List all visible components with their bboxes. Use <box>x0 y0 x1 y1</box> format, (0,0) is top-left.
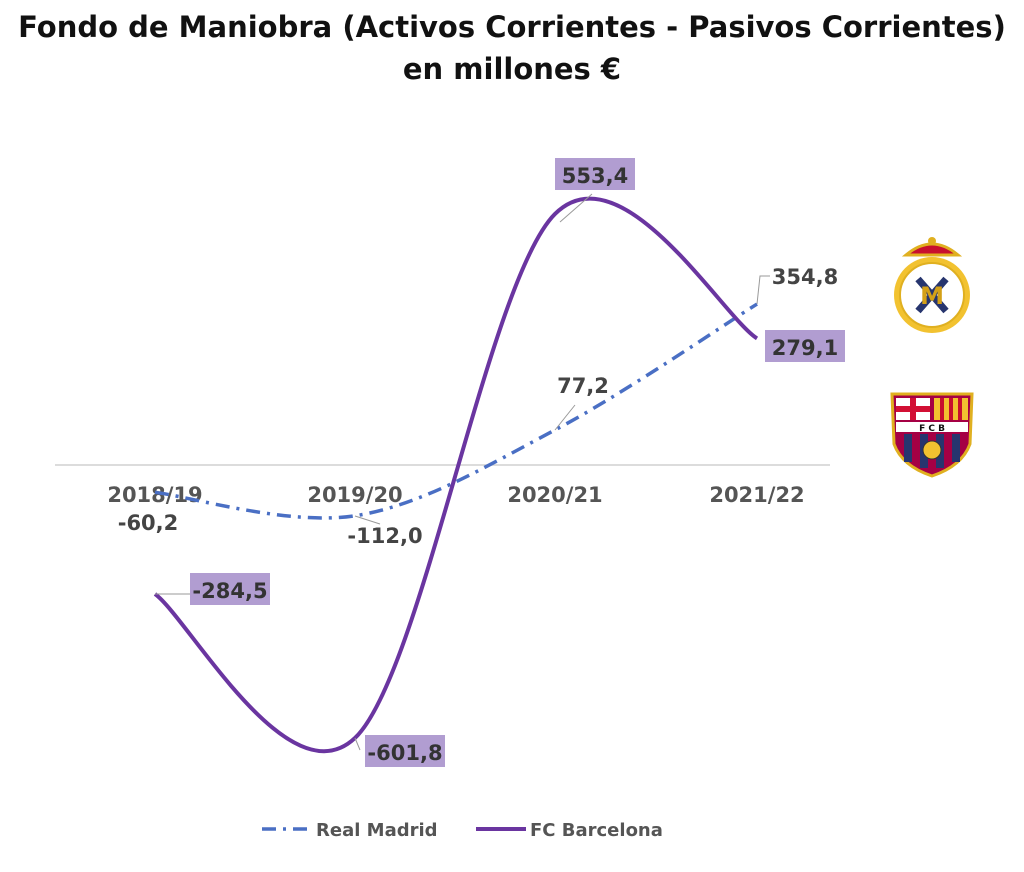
fc-barcelona-logo: F C B <box>890 392 974 478</box>
real-madrid-data-label: 77,2 <box>557 374 609 398</box>
leader-line <box>354 737 361 751</box>
fc-barcelona-data-label: -601,8 <box>367 741 442 765</box>
fc-barcelona-data-label: 279,1 <box>772 336 838 360</box>
real-madrid-line <box>154 302 758 520</box>
fc-barcelona-label-box <box>555 158 635 190</box>
chart-title: Fondo de Maniobra (Activos Corrientes - … <box>18 10 1006 44</box>
fc-barcelona-data-label: -284,5 <box>192 579 267 603</box>
fc-barcelona-label-box <box>190 573 270 605</box>
x-tick-label: 2018/19 <box>107 483 202 507</box>
fc-barcelona-label-box <box>365 735 445 767</box>
legend-fc-barcelona-label: FC Barcelona <box>530 820 663 841</box>
leader-line <box>354 515 381 525</box>
leader-line <box>756 275 770 305</box>
real-madrid-data-label: -112,0 <box>347 524 422 548</box>
x-tick-label: 2020/21 <box>507 483 602 507</box>
real-madrid-logo: M <box>894 237 970 333</box>
legend-real-madrid-label: Real Madrid <box>316 820 438 841</box>
svg-text:M: M <box>920 282 944 310</box>
svg-text:F C B: F C B <box>919 424 945 434</box>
x-tick-label: 2019/20 <box>307 483 402 507</box>
leader-line <box>559 193 593 223</box>
fc-barcelona-data-label: 553,4 <box>562 164 628 188</box>
real-madrid-data-label: 354,8 <box>772 265 838 289</box>
leader-line <box>554 404 576 431</box>
fc-barcelona-line <box>153 196 759 754</box>
chart-subtitle: en millones € <box>402 52 622 86</box>
fc-barcelona-label-box <box>765 330 845 362</box>
x-tick-label: 2021/22 <box>709 483 804 507</box>
real-madrid-data-label: -60,2 <box>118 511 179 535</box>
